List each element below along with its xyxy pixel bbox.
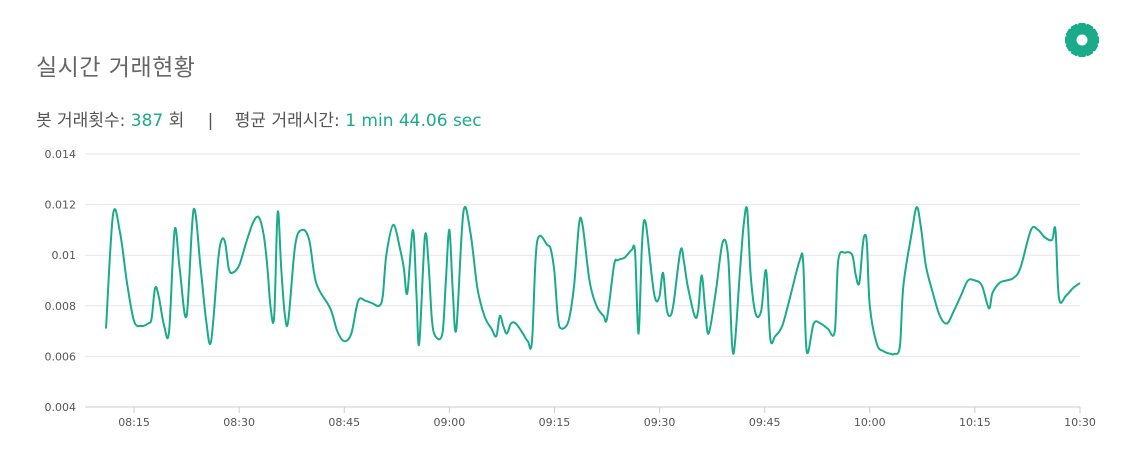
series-line [105,205,1081,356]
trade-stats: 봇 거래횟수: 387 회 | 평균 거래시간: 1 min 44.06 sec [36,106,482,131]
x-tick-label: 08:15 [118,416,150,429]
y-tick-label: 0.006 [45,350,77,363]
stats-separator: | [207,111,214,131]
page-title: 실시간 거래현황 [36,55,196,81]
chart-grid [85,153,1080,408]
trade-count-value: 387 [130,111,164,131]
y-tick-label: 0.01 [52,249,77,262]
x-tick-label: 08:30 [223,416,255,429]
x-axis: 08:15 08:30 08:45 09:00 09:15 09:30 09:45 10:00… [118,407,1096,429]
avg-time-label: 평균 거래시간: [234,111,340,131]
trade-count-label: 봇 거래횟수: [36,111,126,131]
y-tick-label: 0.008 [45,300,77,313]
x-tick-label: 08:45 [328,416,360,429]
y-axis: 0.014 0.012 0.01 0.008 0.006 0.004 [45,148,77,414]
x-tick-label: 09:30 [644,416,676,429]
y-tick-label: 0.004 [45,401,77,414]
x-tick-label: 10:15 [959,416,991,429]
x-tick-label: 09:45 [749,416,781,429]
y-tick-label: 0.014 [45,148,77,161]
x-tick-label: 09:00 [434,416,466,429]
y-tick-label: 0.012 [45,199,77,212]
trade-count-unit: 회 [168,111,185,131]
gear-icon[interactable] [1062,20,1102,60]
x-tick-label: 10:00 [854,416,886,429]
avg-time-value: 1 min 44.06 sec [345,111,482,131]
x-tick-label: 10:30 [1064,416,1096,429]
x-tick-label: 09:15 [539,416,571,429]
